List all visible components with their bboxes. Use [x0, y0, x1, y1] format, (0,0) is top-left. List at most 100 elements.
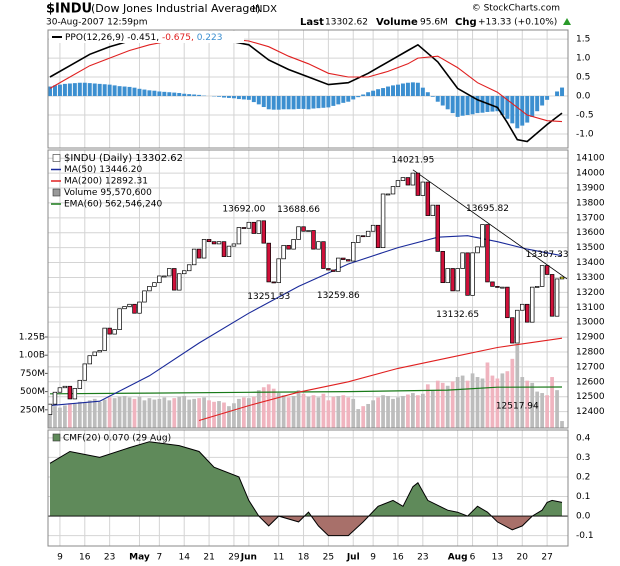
- volume-bar: [420, 393, 425, 428]
- volume-bar: [232, 403, 236, 428]
- volume-bar: [237, 398, 241, 428]
- candle: [554, 278, 560, 317]
- y-tick-label: 13400: [576, 258, 605, 268]
- x-tick-label: May: [129, 553, 150, 563]
- legend-entry: MA(50) 13446.20: [64, 165, 142, 175]
- histogram-bar: [271, 96, 276, 110]
- volume-bar: [495, 378, 500, 428]
- histogram-bar: [48, 86, 52, 97]
- x-tick-label: 11: [273, 553, 284, 563]
- histogram-bar: [97, 83, 102, 97]
- candle: [346, 259, 351, 262]
- volume-bar: [376, 397, 380, 428]
- volume-bar: [440, 382, 445, 428]
- histogram-bar: [410, 82, 415, 97]
- y-tick-label: 1.0: [576, 54, 591, 64]
- candle: [77, 379, 83, 389]
- volume-bar: [331, 396, 336, 428]
- histogram-bar: [440, 96, 445, 106]
- volume-tick-label: 750M: [20, 369, 45, 379]
- x-tick-label: Aug: [448, 553, 468, 563]
- histogram-bar: [67, 83, 72, 97]
- volume-bar: [147, 398, 152, 428]
- x-tick-label: 23: [104, 553, 115, 563]
- candle: [57, 387, 63, 393]
- volume-bar: [545, 395, 549, 428]
- candle: [529, 286, 535, 323]
- y-tick-label: 12600: [576, 377, 605, 387]
- area-negative: [50, 516, 562, 536]
- candle: [127, 303, 132, 307]
- y-tick-label: 12900: [576, 333, 605, 343]
- candle: [341, 257, 346, 260]
- volume-bar: [142, 400, 147, 428]
- y-tick-label: 13200: [576, 288, 605, 298]
- price-annotation: 13695.82: [466, 204, 509, 214]
- pane-title: PPO(12,26,9) -0.451, -0.675, 0.223: [65, 33, 222, 43]
- credit: © StockCharts.com: [472, 4, 560, 14]
- pane-frame: [47, 29, 569, 149]
- histogram-bar: [221, 96, 226, 98]
- histogram-bar: [127, 86, 132, 97]
- volume-bar: [246, 398, 251, 428]
- volume-bar: [281, 395, 286, 428]
- histogram-bar: [495, 96, 500, 112]
- volume-bar: [296, 390, 301, 428]
- histogram-bar: [435, 96, 440, 102]
- y-tick-label: 13100: [576, 303, 605, 313]
- candle: [216, 241, 222, 245]
- histogram-bar: [137, 88, 142, 97]
- candle: [420, 181, 426, 196]
- candle: [82, 363, 88, 381]
- ppo-line: [49, 36, 563, 143]
- date: 30-Aug-2007 12:59pm: [46, 18, 148, 28]
- volume-bar: [122, 395, 127, 428]
- volume-bar: [311, 395, 316, 428]
- y-tick-label: 0.2: [576, 472, 590, 482]
- histogram-bar: [341, 96, 346, 103]
- area-outline: [49, 441, 563, 537]
- volume-bar: [500, 373, 505, 428]
- volume-bar: [515, 344, 520, 428]
- volume-bar: [167, 400, 172, 428]
- y-tick-label: 14000: [576, 169, 605, 179]
- candle: [162, 275, 167, 278]
- volume-bar: [192, 398, 197, 428]
- candle: [226, 245, 232, 257]
- x-tick-label: 14: [178, 553, 190, 563]
- title-bg: [49, 31, 244, 43]
- histogram-bar: [450, 96, 455, 114]
- candle: [515, 309, 520, 344]
- histogram-bar: [261, 96, 266, 108]
- candle: [395, 180, 401, 187]
- histogram-bar: [286, 96, 291, 110]
- volume-bar: [490, 375, 495, 428]
- volume-bar: [336, 395, 341, 428]
- volume-bar: [227, 406, 231, 428]
- candle: [455, 268, 460, 292]
- histogram-bar: [306, 96, 311, 110]
- candle: [186, 264, 192, 272]
- x-tick-label: 9: [370, 553, 376, 563]
- volume-bar: [366, 403, 371, 428]
- volume-bar: [127, 397, 132, 428]
- candle: [147, 286, 152, 292]
- symbol: $INDU: [46, 2, 92, 17]
- volume-bar: [386, 395, 390, 428]
- histogram-bar: [386, 86, 391, 97]
- volume-bar: [112, 398, 117, 428]
- histogram-bar: [560, 87, 565, 97]
- price-annotation: 13251.53: [247, 292, 290, 302]
- candle: [137, 301, 142, 314]
- candle: [385, 193, 391, 196]
- volume-bar: [48, 404, 52, 428]
- volume-bar: [520, 377, 525, 428]
- candle: [380, 193, 386, 248]
- candle: [271, 281, 276, 284]
- y-tick-label: 0.5: [576, 73, 590, 83]
- x-tick-label: 29: [228, 553, 240, 563]
- y-tick-label: -0.1: [576, 531, 594, 541]
- histogram-bar: [515, 96, 520, 129]
- x-tick-label: 7: [156, 553, 162, 563]
